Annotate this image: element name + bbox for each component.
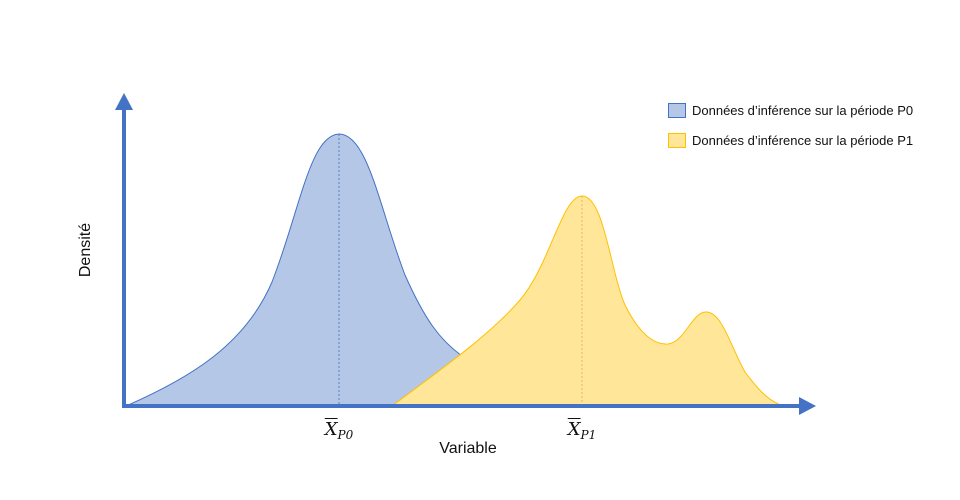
legend-swatch-p1 xyxy=(668,132,686,148)
mean-label-p0: XP0 xyxy=(325,419,354,442)
density-curve-p1 xyxy=(390,195,785,407)
x-axis-arrowhead xyxy=(799,397,816,415)
y-axis-label: Densité xyxy=(77,222,94,278)
density-curve-p0 xyxy=(125,133,463,407)
mean-subscript-p1: P1 xyxy=(580,428,597,442)
x-axis-label: Variable xyxy=(439,440,497,457)
mean-label-p1: XP1 xyxy=(568,419,597,442)
legend-item-p0: Données d’inférence sur la période P0 xyxy=(668,100,913,120)
legend-label-p0: Données d’inférence sur la période P0 xyxy=(692,102,914,118)
legend-label-p1: Données d’inférence sur la période P1 xyxy=(692,132,914,148)
legend: Données d’inférence sur la période P0 Do… xyxy=(668,100,913,160)
legend-swatch-p0 xyxy=(668,102,686,118)
mean-symbol-p1: X xyxy=(567,419,581,440)
mean-subscript-p0: P0 xyxy=(337,428,354,442)
mean-symbol-p0: X xyxy=(324,419,338,440)
y-axis-arrowhead xyxy=(115,93,133,110)
legend-item-p1: Données d’inférence sur la période P1 xyxy=(668,130,913,150)
